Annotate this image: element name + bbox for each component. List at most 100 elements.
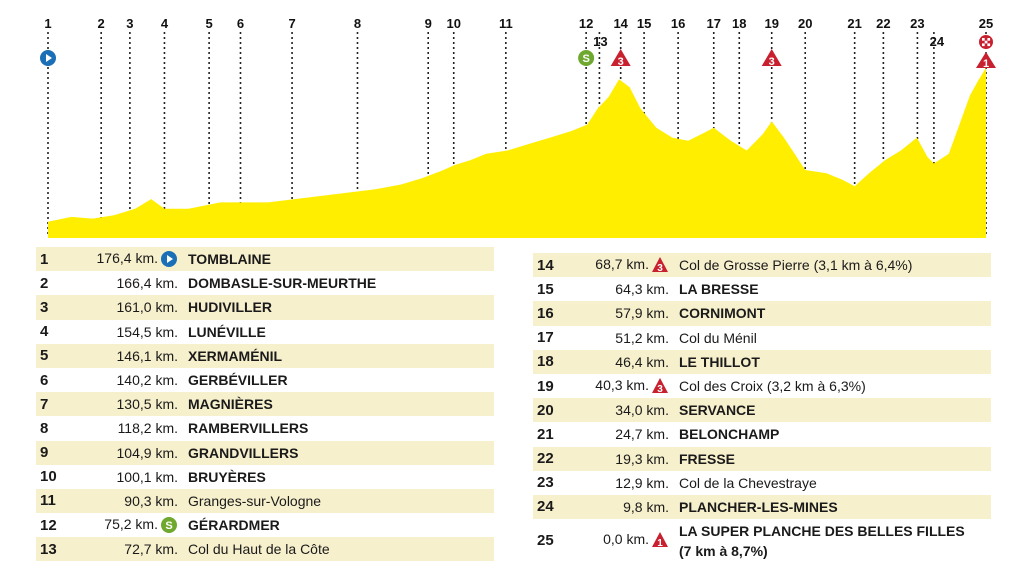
waypoint-name-cell: Col de la Chevestraye — [673, 471, 991, 495]
waypoint-km: 0,0 km. — [603, 530, 649, 547]
waypoint-name: CORNIMONT — [679, 305, 766, 322]
waypoint-row: 9 104,9 km. GRANDVILLERS — [36, 440, 494, 465]
waypoint-row: 1 176,4 km. TOMBLAINE — [36, 247, 494, 272]
waypoint-km: 24,7 km. — [615, 426, 669, 443]
waypoint-row: 23 12,9 km. Col de la Chevestraye — [533, 471, 991, 495]
waypoint-name-cell: SERVANCE — [673, 398, 991, 423]
waypoint-km: 34,0 km. — [615, 402, 669, 419]
waypoint-km-cell: 130,5 km. — [82, 392, 182, 417]
waypoint-row: 11 90,3 km. Granges-sur-Vologne — [36, 488, 494, 514]
sprint-icon: S — [161, 517, 177, 534]
waypoint-km-cell: 9,8 km. — [583, 494, 673, 520]
marker-label: 6 — [237, 16, 244, 31]
waypoint-number: 17 — [537, 329, 554, 347]
waypoint-number: 5 — [36, 343, 82, 368]
waypoint-km: 90,3 km. — [124, 492, 178, 509]
marker-label: 10 — [446, 16, 460, 31]
waypoint-name: Granges-sur-Vologne — [188, 492, 322, 509]
waypoint-name-cell: Granges-sur-Vologne — [182, 488, 494, 514]
waypoint-number: 24 — [533, 494, 583, 520]
start-flag-icon — [161, 251, 177, 268]
waypoint-number: 13 — [36, 537, 82, 562]
waypoint-name-cell: Col de Grosse Pierre (3,1 km à 6,4%) — [673, 253, 991, 278]
waypoint-name: GRANDVILLERS — [188, 444, 299, 461]
waypoint-row: 24 9,8 km. PLANCHER-LES-MINES — [533, 494, 991, 520]
marker-label: 17 — [707, 16, 721, 31]
waypoint-km-cell: 24,7 km. — [583, 422, 673, 446]
svg-text:3: 3 — [657, 263, 663, 274]
waypoint-name-cell: GÉRARDMER — [182, 513, 494, 537]
waypoint-km: 72,7 km. — [124, 541, 178, 558]
waypoint-number: 7 — [36, 392, 82, 417]
climb-category-icon: 3 — [652, 378, 668, 395]
marker-label: 24 — [930, 34, 945, 49]
waypoint-name: PLANCHER-LES-MINES — [679, 498, 838, 515]
waypoint-km-cell: 75,2 km. S — [82, 513, 182, 537]
marker-label: 1 — [44, 16, 51, 31]
waypoint-number: 20 — [533, 398, 583, 423]
waypoint-row: 15 64,3 km. LA BRESSE — [533, 277, 991, 301]
waypoint-km-cell: 161,0 km. — [82, 295, 182, 320]
waypoint-name: XERMAMÉNIL — [188, 347, 283, 364]
marker-label: 18 — [732, 16, 746, 31]
svg-text:3: 3 — [618, 56, 624, 68]
waypoint-km: 118,2 km. — [117, 420, 178, 437]
waypoint-name: BELONCHAMP — [679, 426, 780, 443]
climb-category-icon: 3 — [610, 49, 631, 68]
elevation-profile-area — [48, 67, 986, 239]
waypoint-row: 4 154,5 km. LUNÉVILLE — [36, 320, 494, 344]
waypoint-number: 10 — [40, 468, 57, 486]
waypoint-name: Col du Haut de la Côte — [188, 541, 330, 558]
waypoint-name: MAGNIÈRES — [188, 396, 273, 413]
marker-label: 11 — [499, 16, 513, 31]
waypoint-km: 104,9 km. — [116, 444, 178, 461]
waypoint-name: RAMBERVILLERS — [188, 420, 309, 437]
waypoint-km: 19,3 km. — [615, 450, 669, 467]
waypoint-name-cell: BELONCHAMP — [673, 422, 991, 446]
waypoint-row: 7 130,5 km. MAGNIÈRES — [36, 392, 494, 417]
marker-label: 5 — [206, 16, 213, 31]
waypoint-name: Col de la Chevestraye — [679, 474, 817, 491]
waypoint-name: Col du Ménil — [679, 329, 757, 346]
climb-category-icon: 1 — [652, 532, 668, 549]
waypoint-km-cell: 64,3 km. — [583, 277, 673, 301]
waypoint-number: 21 — [537, 425, 554, 443]
waypoint-row: 8 118,2 km. RAMBERVILLERS — [36, 416, 494, 440]
waypoint-number: 16 — [533, 301, 583, 326]
sprint-icon: S — [578, 50, 595, 66]
waypoint-km-cell: 166,4 km. — [82, 271, 182, 295]
marker-label: 12 — [579, 16, 593, 31]
waypoint-km-cell: 140,2 km. — [82, 368, 182, 392]
waypoint-km-cell: 40,3 km. 3 — [583, 374, 673, 398]
marker-label: 15 — [637, 16, 651, 31]
waypoint-row: 13 72,7 km. Col du Haut de la Côte — [36, 537, 494, 562]
climb-category-icon: 3 — [652, 257, 668, 274]
marker-label: 22 — [876, 16, 890, 31]
waypoint-km-cell: 19,3 km. — [583, 446, 673, 471]
waypoint-name: LA SUPER PLANCHE DES BELLES FILLES — [679, 523, 965, 540]
waypoint-number: 8 — [40, 419, 49, 437]
waypoint-km-cell: 100,1 km. — [82, 465, 182, 489]
waypoint-row: 16 57,9 km. CORNIMONT — [533, 301, 991, 326]
marker-label: 7 — [288, 16, 295, 31]
waypoint-row: 2 166,4 km. DOMBASLE-SUR-MEURTHE — [36, 271, 494, 295]
waypoint-name: GERBÉVILLER — [188, 372, 288, 389]
waypoint-km-cell: 46,4 km. — [583, 349, 673, 374]
waypoint-number: 22 — [533, 446, 583, 471]
waypoint-number: 14 — [533, 253, 583, 278]
waypoint-number: 3 — [36, 295, 82, 320]
waypoint-name-cell: Col des Croix (3,2 km à 6,3%) — [673, 374, 991, 398]
waypoint-number: 18 — [533, 349, 583, 374]
svg-text:S: S — [582, 53, 589, 65]
marker-label: 16 — [671, 16, 685, 31]
waypoint-name-cell: RAMBERVILLERS — [182, 416, 494, 440]
svg-text:3: 3 — [657, 384, 663, 395]
waypoint-name-cell: DOMBASLE-SUR-MEURTHE — [182, 271, 494, 295]
waypoint-row: 25 0,0 km. 1 LA SUPER PLANCHE DES BELLES FI… — [533, 519, 991, 561]
waypoint-row: 6 140,2 km. GERBÉVILLER — [36, 368, 494, 392]
waypoint-km: 166,4 km. — [116, 275, 178, 292]
waypoint-km-cell: 0,0 km. 1 — [583, 519, 673, 561]
waypoint-km: 176,4 km. — [96, 249, 158, 266]
waypoint-number: 12 — [40, 516, 57, 534]
